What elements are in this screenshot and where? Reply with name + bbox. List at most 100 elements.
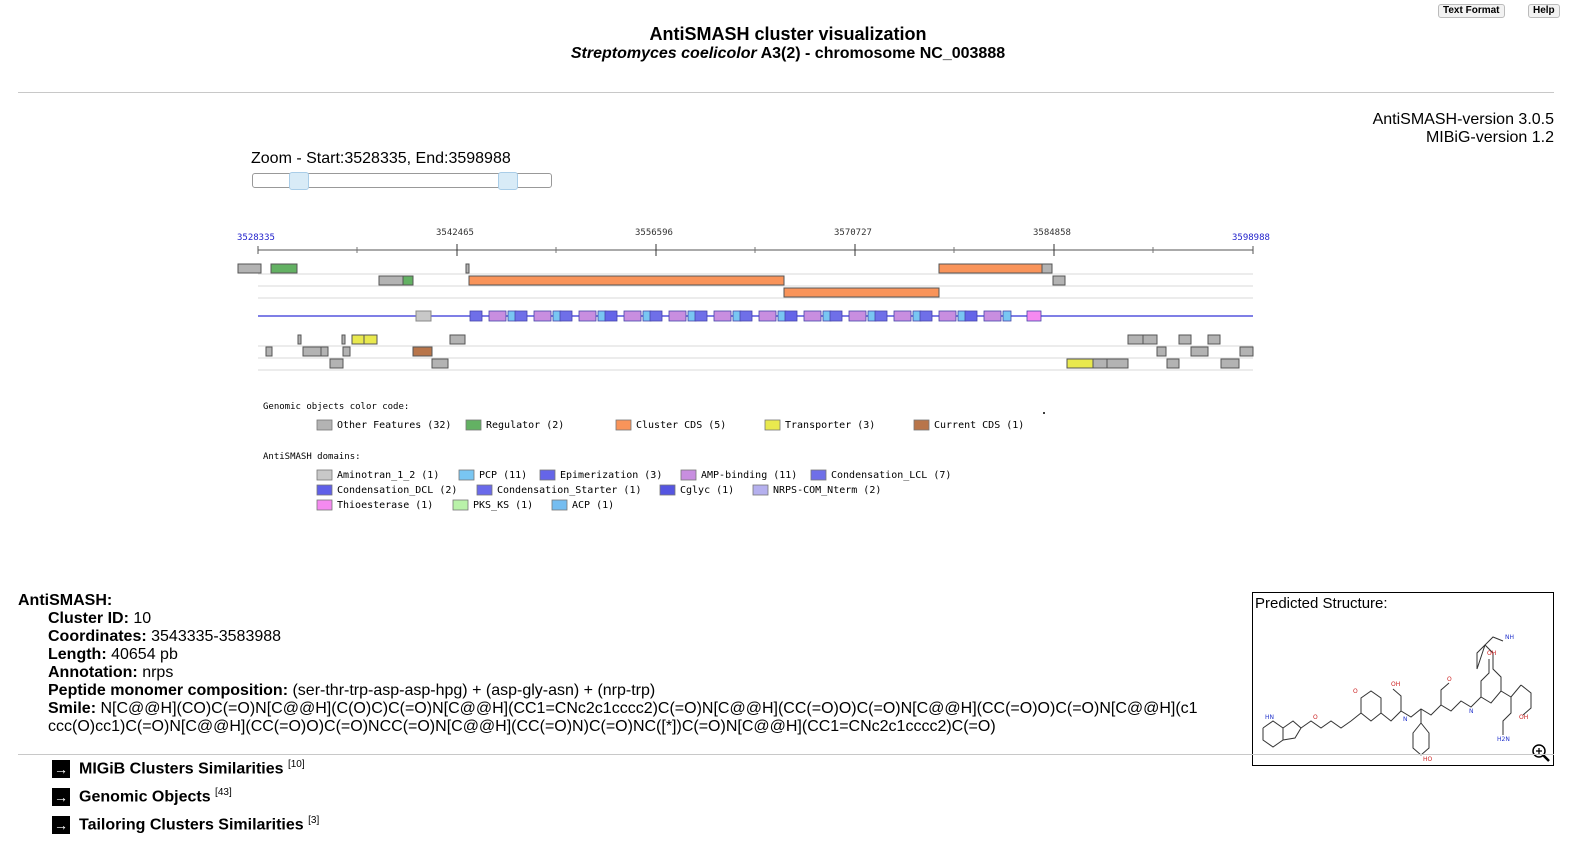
expander-genomic-objects[interactable]: → Genomic Objects [43] <box>52 787 232 807</box>
domain-block[interactable] <box>694 310 708 322</box>
domain-block[interactable] <box>559 310 573 322</box>
legend-label: PKS_KS (1) <box>473 500 533 511</box>
organism-name: Streptomyces coelicolor <box>570 45 757 62</box>
gene-current-cds[interactable] <box>412 346 433 357</box>
legend-swatch <box>316 484 333 496</box>
domain-block[interactable] <box>469 310 483 322</box>
gene-cluster-cds[interactable] <box>783 287 940 298</box>
domain-aminotran[interactable] <box>415 310 432 322</box>
legend-label: AMP-binding (11) <box>701 470 797 481</box>
expander-migib-similarities[interactable]: → MIGiB Clusters Similarities [10] <box>52 759 305 779</box>
domain-block[interactable] <box>649 310 663 322</box>
gene-other[interactable] <box>1178 334 1192 345</box>
domain-block[interactable] <box>758 310 777 322</box>
ruler-tick-label: 3584858 <box>1033 228 1071 238</box>
gene-cluster-cds[interactable] <box>938 263 1043 274</box>
zoom-start-handle[interactable] <box>289 172 309 190</box>
gene-other[interactable] <box>297 334 302 345</box>
zoom-slider[interactable] <box>252 172 552 190</box>
domain-block[interactable] <box>1026 310 1042 322</box>
gene-other[interactable] <box>265 346 273 357</box>
domain-block[interactable] <box>938 310 957 322</box>
domain-block[interactable] <box>514 310 528 322</box>
gene-other[interactable] <box>329 358 344 369</box>
gene-other[interactable] <box>1142 334 1158 345</box>
zoom-end-handle[interactable] <box>498 172 518 190</box>
domain-block[interactable] <box>488 310 507 322</box>
gene-other[interactable] <box>431 358 449 369</box>
coordinates-row: Coordinates: 3543335-3583988 <box>48 628 281 646</box>
svg-text:O: O <box>1447 676 1452 683</box>
domain-block[interactable] <box>533 310 552 322</box>
gene-other[interactable] <box>449 334 466 345</box>
zoom-label: Zoom - Start:3528335, End:3598988 <box>251 150 511 167</box>
domain-block[interactable] <box>623 310 642 322</box>
track-lines <box>258 273 1253 371</box>
domain-block[interactable] <box>739 310 753 322</box>
gene-other[interactable] <box>1239 346 1254 357</box>
svg-text:OH: OH <box>1487 650 1496 657</box>
domain-block[interactable] <box>1002 310 1012 322</box>
domain-block[interactable] <box>668 310 687 322</box>
domain-block[interactable] <box>893 310 912 322</box>
gene-other[interactable] <box>1220 358 1240 369</box>
domain-block[interactable] <box>848 310 867 322</box>
expander-count: [10] <box>287 759 305 770</box>
gene-other[interactable] <box>1092 358 1108 369</box>
arrow-right-icon: → <box>52 760 70 779</box>
expander-label: Genomic Objects <box>79 788 211 806</box>
gene-other[interactable] <box>237 263 262 274</box>
text-format-button[interactable]: Text Format <box>1438 4 1505 18</box>
cluster-id-label: Cluster ID: <box>48 610 129 627</box>
gene-other[interactable] <box>1166 358 1180 369</box>
genomic-legend: Other Features (32) Regulator (2) Cluster … <box>316 419 1024 431</box>
zoom-in-icon[interactable] <box>1531 743 1551 763</box>
gene-cluster-cds[interactable] <box>468 275 785 286</box>
svg-text:HN: HN <box>1265 714 1274 721</box>
peptide-label: Peptide monomer composition: <box>48 682 289 699</box>
gene-regulator[interactable] <box>402 275 414 286</box>
gene-other[interactable] <box>1127 334 1144 345</box>
gene-other[interactable] <box>302 346 322 357</box>
molecule-structure: HN O O OH HO O OH NH H2N OH N N <box>1262 634 1532 763</box>
chromosome-label: A3(2) - chromosome NC_003888 <box>756 45 1006 62</box>
gene-other[interactable] <box>465 263 470 274</box>
gene-other[interactable] <box>1190 346 1209 357</box>
domain-block[interactable] <box>578 310 597 322</box>
gene-other[interactable] <box>1041 263 1053 274</box>
gene-other[interactable] <box>1207 334 1221 345</box>
gene-regulator[interactable] <box>270 263 298 274</box>
gene-other[interactable] <box>1106 358 1129 369</box>
top-divider <box>18 92 1554 93</box>
gene-other[interactable] <box>378 275 404 286</box>
domain-block[interactable] <box>874 310 888 322</box>
domain-block[interactable] <box>983 310 1002 322</box>
annotation-label: Annotation: <box>48 664 138 681</box>
help-button[interactable]: Help <box>1528 4 1560 18</box>
domain-block[interactable] <box>604 310 618 322</box>
gene-transporter[interactable] <box>363 334 378 345</box>
domain-block[interactable] <box>829 310 843 322</box>
domain-block[interactable] <box>919 310 933 322</box>
domain-block[interactable] <box>964 310 978 322</box>
domain-block[interactable] <box>803 310 822 322</box>
genomic-legend-title: Genomic objects color code: <box>263 402 409 412</box>
gene-other[interactable] <box>342 346 351 357</box>
gene-other[interactable] <box>1052 275 1066 286</box>
gene-transporter[interactable] <box>1066 358 1094 369</box>
gene-other[interactable] <box>1156 346 1167 357</box>
legend-swatch <box>539 469 556 481</box>
gene-transporter[interactable] <box>351 334 365 345</box>
expander-tailoring-similarities[interactable]: → Tailoring Clusters Similarities [3] <box>52 815 319 835</box>
predicted-structure-label: Predicted Structure: <box>1255 595 1388 612</box>
domain-block[interactable] <box>784 310 798 322</box>
svg-text:H2N: H2N <box>1497 736 1510 743</box>
arrow-right-icon: → <box>52 788 70 807</box>
cluster-id-value: 10 <box>133 610 152 627</box>
antismash-heading: AntiSMASH: <box>18 592 113 609</box>
legend-label: Other Features (32) <box>337 420 451 431</box>
gene-other[interactable] <box>320 346 329 357</box>
peptide-value: (ser-thr-trp-asp-asp-hpg) + (asp-gly-asn… <box>292 682 656 699</box>
domain-block[interactable] <box>713 310 732 322</box>
gene-other[interactable] <box>341 334 346 345</box>
